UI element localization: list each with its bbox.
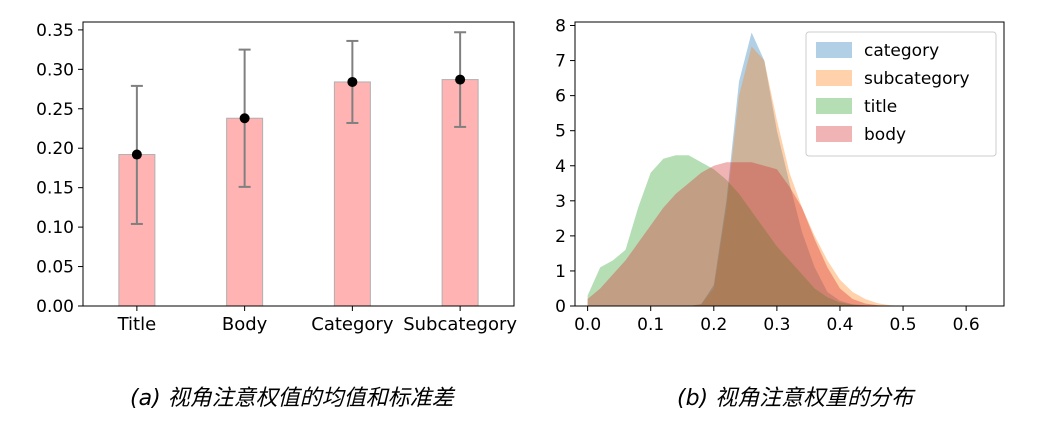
x-tick-label: 0.6 — [953, 315, 980, 335]
y-tick-label: 3 — [555, 192, 566, 212]
y-tick-label: 5 — [555, 122, 566, 142]
area-subcategory — [587, 46, 916, 306]
legend-label-title: title — [864, 97, 897, 117]
area-title — [587, 155, 916, 306]
x-tick-label: 0.1 — [637, 315, 664, 335]
y-tick-label: 0.15 — [36, 179, 74, 199]
legend-swatch-body — [816, 126, 852, 142]
legend-swatch-subcategory — [816, 70, 852, 86]
y-tick-label: 0.25 — [36, 100, 74, 120]
distribution-chart-attention-weights: 0 1 2 3 4 5 6 7 8 0.0 0.1 0.2 0.3 0.4 0.5 0.6 category su… — [555, 17, 1005, 335]
mean-marker-body — [239, 113, 250, 124]
area-category — [587, 32, 916, 306]
y-tick-label: 2 — [555, 227, 566, 247]
x-tick-label: 0.5 — [890, 315, 917, 335]
y-tick-label: 0.20 — [36, 139, 74, 159]
x-tick-label-body: Body — [222, 314, 268, 335]
plot-frame — [82, 21, 515, 307]
y-tick-label: 0 — [555, 297, 566, 317]
y-tick-label: 0.00 — [36, 297, 74, 317]
area-body — [587, 162, 916, 306]
x-tick-label-title: Title — [117, 314, 157, 335]
y-tick-label: 0.10 — [36, 218, 74, 238]
y-tick-label: 6 — [555, 87, 566, 107]
legend-box — [805, 31, 997, 157]
y-tick-label: 0.35 — [36, 21, 74, 41]
x-tick-label: 0.4 — [826, 315, 853, 335]
mean-marker-subcategory — [455, 74, 466, 85]
y-tick-label: 7 — [555, 52, 566, 72]
mean-marker-title — [131, 149, 142, 160]
mean-marker-category — [347, 76, 358, 87]
plot-frame — [574, 21, 1005, 307]
caption-a: (a) 视角注意权值的均值和标准差 — [130, 386, 454, 411]
legend-label-category: category — [864, 41, 939, 61]
legend-swatch-title — [816, 98, 852, 114]
x-tick-label: 0.3 — [763, 315, 790, 335]
y-tick-label: 8 — [555, 17, 566, 37]
caption-b: (b) 视角注意权重的分布 — [677, 386, 914, 411]
x-tick-label-subcategory: Subcategory — [403, 314, 517, 335]
legend-label-subcategory: subcategory — [864, 69, 970, 89]
legend-swatch-category — [816, 42, 852, 58]
legend-label-body: body — [864, 125, 906, 145]
y-tick-label: 1 — [555, 262, 566, 282]
y-tick-label: 0.05 — [36, 258, 74, 278]
y-tick-label: 4 — [555, 157, 566, 177]
x-tick-label: 0.2 — [700, 315, 727, 335]
x-tick-label: 0.0 — [574, 315, 601, 335]
y-tick-label: 0.30 — [36, 60, 74, 80]
x-tick-label-category: Category — [311, 314, 394, 335]
bar-chart-attention-mean: 0.00 0.05 0.10 0.15 0.20 0.25 0.30 0.35 Title Bod… — [36, 21, 517, 335]
